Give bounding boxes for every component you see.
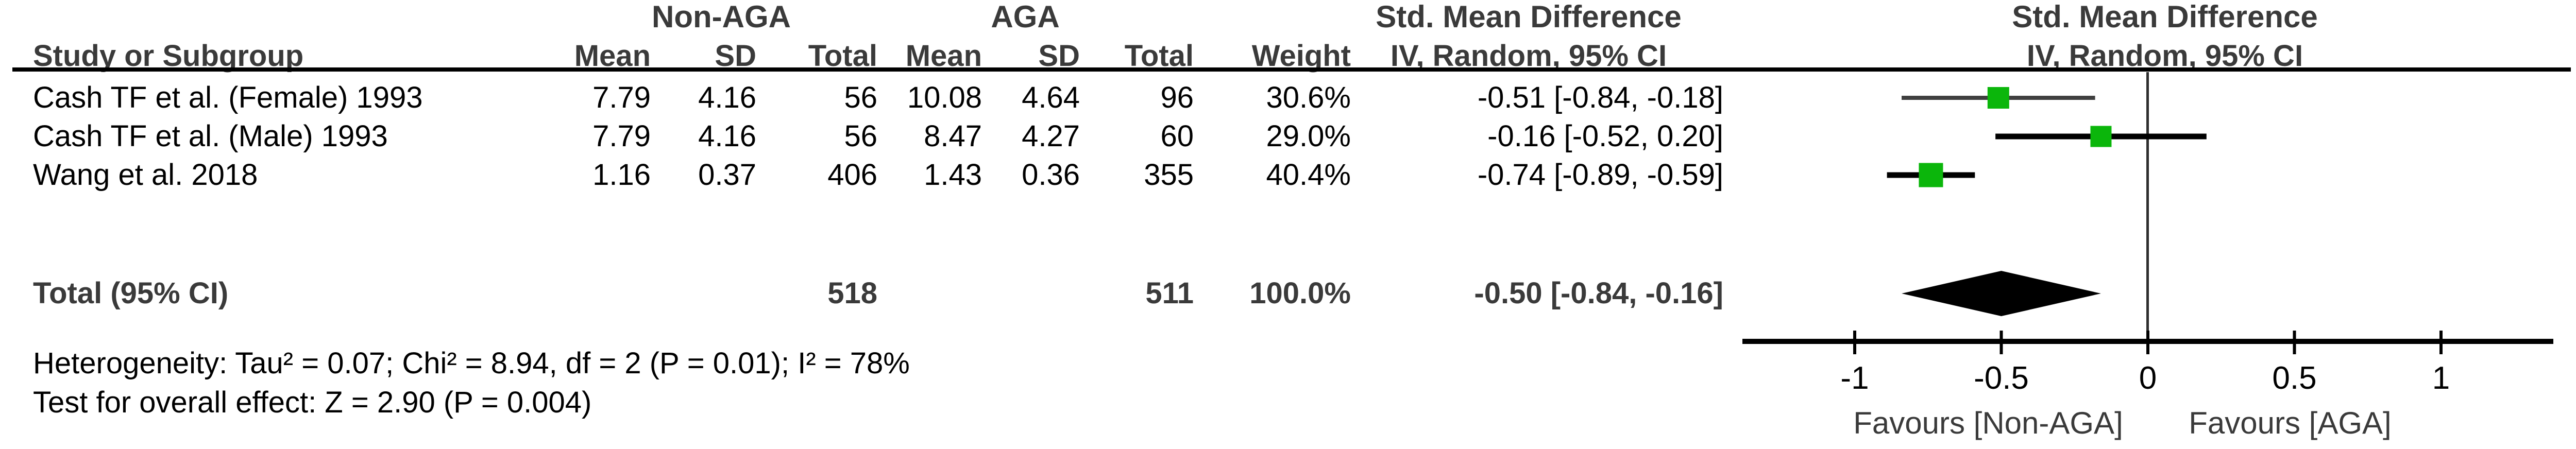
tick-label: 0 bbox=[2139, 360, 2157, 396]
weight-cell: 29.0% bbox=[1266, 119, 1351, 153]
plot-col-title: Std. Mean Difference bbox=[2012, 0, 2318, 34]
study-label: Cash TF et al. (Male) 1993 bbox=[33, 119, 388, 153]
pooled-diamond bbox=[1902, 271, 2101, 316]
total1-cell: 56 bbox=[844, 81, 877, 114]
total-row-n2: 511 bbox=[1145, 277, 1194, 310]
mean2-cell: 10.08 bbox=[907, 81, 982, 114]
weight-col-header: Weight bbox=[1251, 39, 1351, 73]
tick-label: 0.5 bbox=[2272, 360, 2317, 396]
tick-label: 1 bbox=[2432, 360, 2450, 396]
header-rule bbox=[12, 67, 2571, 72]
total-row-label: Total (95% CI) bbox=[33, 277, 229, 310]
sd2-col-header: SD bbox=[1038, 39, 1080, 73]
sd1-cell: 0.37 bbox=[698, 158, 756, 192]
favours-right-label: Favours [AGA] bbox=[2189, 406, 2392, 440]
total2-cell: 96 bbox=[1160, 81, 1194, 114]
ci-text-cell: -0.16 [-0.52, 0.20] bbox=[1487, 119, 1723, 153]
total1-cell: 56 bbox=[844, 119, 877, 153]
weight-cell: 30.6% bbox=[1266, 81, 1351, 114]
sd2-cell: 4.64 bbox=[1022, 81, 1080, 114]
tick-mark bbox=[1999, 331, 2003, 354]
effect-square bbox=[2090, 126, 2112, 147]
total-row-ci: -0.50 [-0.84, -0.16] bbox=[1474, 277, 1723, 310]
tick-mark bbox=[2293, 331, 2296, 354]
total-row-n1: 518 bbox=[827, 277, 877, 310]
effect-square bbox=[1987, 87, 2009, 109]
study-col-header: Study or Subgroup bbox=[33, 39, 304, 73]
tick-mark bbox=[1853, 331, 1856, 354]
sd2-cell: 0.36 bbox=[1022, 158, 1080, 192]
effect-square bbox=[1919, 163, 1943, 187]
effect-col-title: Std. Mean Difference bbox=[1376, 0, 1682, 34]
study-label: Cash TF et al. (Female) 1993 bbox=[33, 81, 423, 114]
group1-header: Non-AGA bbox=[652, 0, 791, 34]
sd1-cell: 4.16 bbox=[698, 81, 756, 114]
total2-col-header: Total bbox=[1124, 39, 1194, 73]
ci-text-cell: -0.51 [-0.84, -0.18] bbox=[1477, 81, 1723, 114]
tick-mark bbox=[2439, 331, 2443, 354]
study-label: Wang et al. 2018 bbox=[33, 158, 258, 192]
mean2-col-header: Mean bbox=[905, 39, 982, 73]
effect-col-subtitle: IV, Random, 95% CI bbox=[1390, 39, 1667, 73]
mean1-col-header: Mean bbox=[574, 39, 651, 73]
favours-left-label: Favours [Non-AGA] bbox=[1853, 406, 2123, 440]
sd2-cell: 4.27 bbox=[1022, 119, 1080, 153]
total2-cell: 60 bbox=[1160, 119, 1194, 153]
total1-col-header: Total bbox=[808, 39, 877, 73]
sd1-col-header: SD bbox=[715, 39, 756, 73]
plot-col-subtitle: IV, Random, 95% CI bbox=[2026, 39, 2303, 73]
mean1-cell: 7.79 bbox=[592, 81, 651, 114]
tick-mark bbox=[2146, 331, 2149, 354]
zero-line bbox=[2146, 72, 2149, 341]
heterogeneity-stats: Heterogeneity: Tau² = 0.07; Chi² = 8.94,… bbox=[33, 347, 910, 380]
total-row-weight: 100.0% bbox=[1249, 277, 1351, 310]
mean2-cell: 8.47 bbox=[924, 119, 982, 153]
mean1-cell: 1.16 bbox=[592, 158, 651, 192]
group2-header: AGA bbox=[991, 0, 1060, 34]
ci-text-cell: -0.74 [-0.89, -0.59] bbox=[1477, 158, 1723, 192]
mean1-cell: 7.79 bbox=[592, 119, 651, 153]
tick-label: -0.5 bbox=[1974, 360, 2029, 396]
overall-effect-stats: Test for overall effect: Z = 2.90 (P = 0… bbox=[33, 386, 592, 419]
weight-cell: 40.4% bbox=[1266, 158, 1351, 192]
tick-label: -1 bbox=[1840, 360, 1869, 396]
mean2-cell: 1.43 bbox=[924, 158, 982, 192]
total2-cell: 355 bbox=[1144, 158, 1194, 192]
total1-cell: 406 bbox=[827, 158, 877, 192]
sd1-cell: 4.16 bbox=[698, 119, 756, 153]
